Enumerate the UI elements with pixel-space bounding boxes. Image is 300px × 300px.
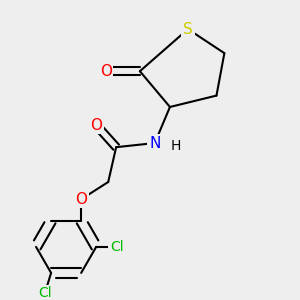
Text: Cl: Cl bbox=[38, 286, 52, 300]
Text: N: N bbox=[149, 136, 160, 151]
Text: H: H bbox=[171, 139, 181, 153]
Text: O: O bbox=[75, 192, 87, 207]
Text: O: O bbox=[90, 118, 102, 133]
Text: Cl: Cl bbox=[110, 240, 124, 254]
Text: S: S bbox=[183, 22, 193, 37]
Text: O: O bbox=[100, 64, 112, 79]
